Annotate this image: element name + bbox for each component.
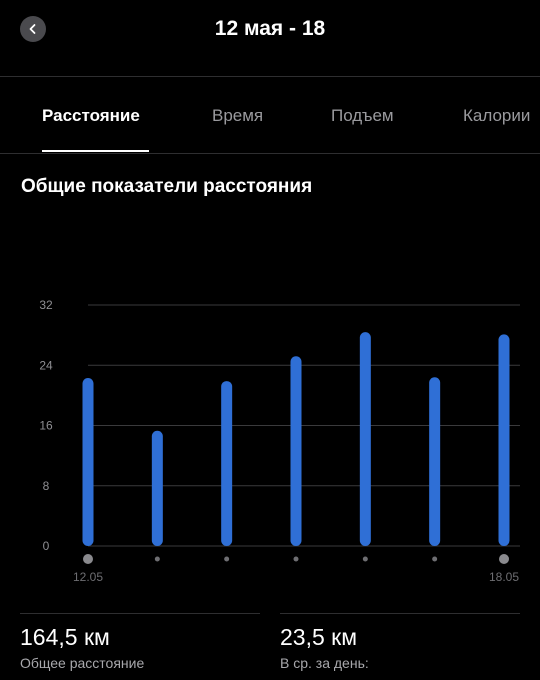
tab-time[interactable]: Время xyxy=(212,106,264,125)
y-tick-label: 0 xyxy=(43,539,50,553)
average-distance-label: В ср. за день: xyxy=(280,655,369,671)
section-title: Общие показатели расстояния xyxy=(21,176,313,197)
bar xyxy=(82,378,94,546)
average-divider xyxy=(280,613,520,614)
average-distance-value: 23,5 км xyxy=(280,624,358,650)
bar xyxy=(429,377,441,546)
bar xyxy=(290,356,302,546)
page-title: 12 мая - 18 xyxy=(214,17,326,40)
y-tick-label: 24 xyxy=(39,358,53,372)
day-marker xyxy=(362,556,368,562)
day-marker xyxy=(293,556,299,562)
active-tab-indicator xyxy=(42,150,149,152)
distance-chart: 0 8 16 24 32 12.05 18.05 xyxy=(39,298,520,584)
bar xyxy=(151,430,163,546)
day-marker xyxy=(432,556,438,562)
day-marker xyxy=(154,556,160,562)
back-button[interactable] xyxy=(20,16,46,42)
x-tick-label: 18.05 xyxy=(489,570,519,584)
tab-bar: Расстояние Время Подъем Калории xyxy=(0,77,540,153)
day-marker-large xyxy=(499,554,509,564)
header: 12 мая - 18 xyxy=(0,0,540,76)
total-distance-value: 164,5 км xyxy=(20,624,110,650)
bar xyxy=(359,332,371,546)
y-tick-label: 16 xyxy=(39,419,53,433)
tab-elevation[interactable]: Подъем xyxy=(331,106,394,125)
bar xyxy=(498,334,510,546)
tab-distance[interactable]: Расстояние xyxy=(42,106,140,125)
y-tick-label: 8 xyxy=(43,479,50,493)
x-tick-label: 12.05 xyxy=(73,570,103,584)
y-tick-label: 32 xyxy=(39,298,53,312)
chevron-left-icon xyxy=(29,24,36,34)
tab-calories[interactable]: Калории xyxy=(463,106,531,125)
day-marker-large xyxy=(83,554,93,564)
total-distance-label: Общее расстояние xyxy=(20,655,145,671)
total-divider xyxy=(20,613,260,614)
tabs-divider xyxy=(0,153,540,154)
header-divider xyxy=(0,76,540,77)
day-marker xyxy=(224,556,230,562)
bar xyxy=(221,381,233,546)
